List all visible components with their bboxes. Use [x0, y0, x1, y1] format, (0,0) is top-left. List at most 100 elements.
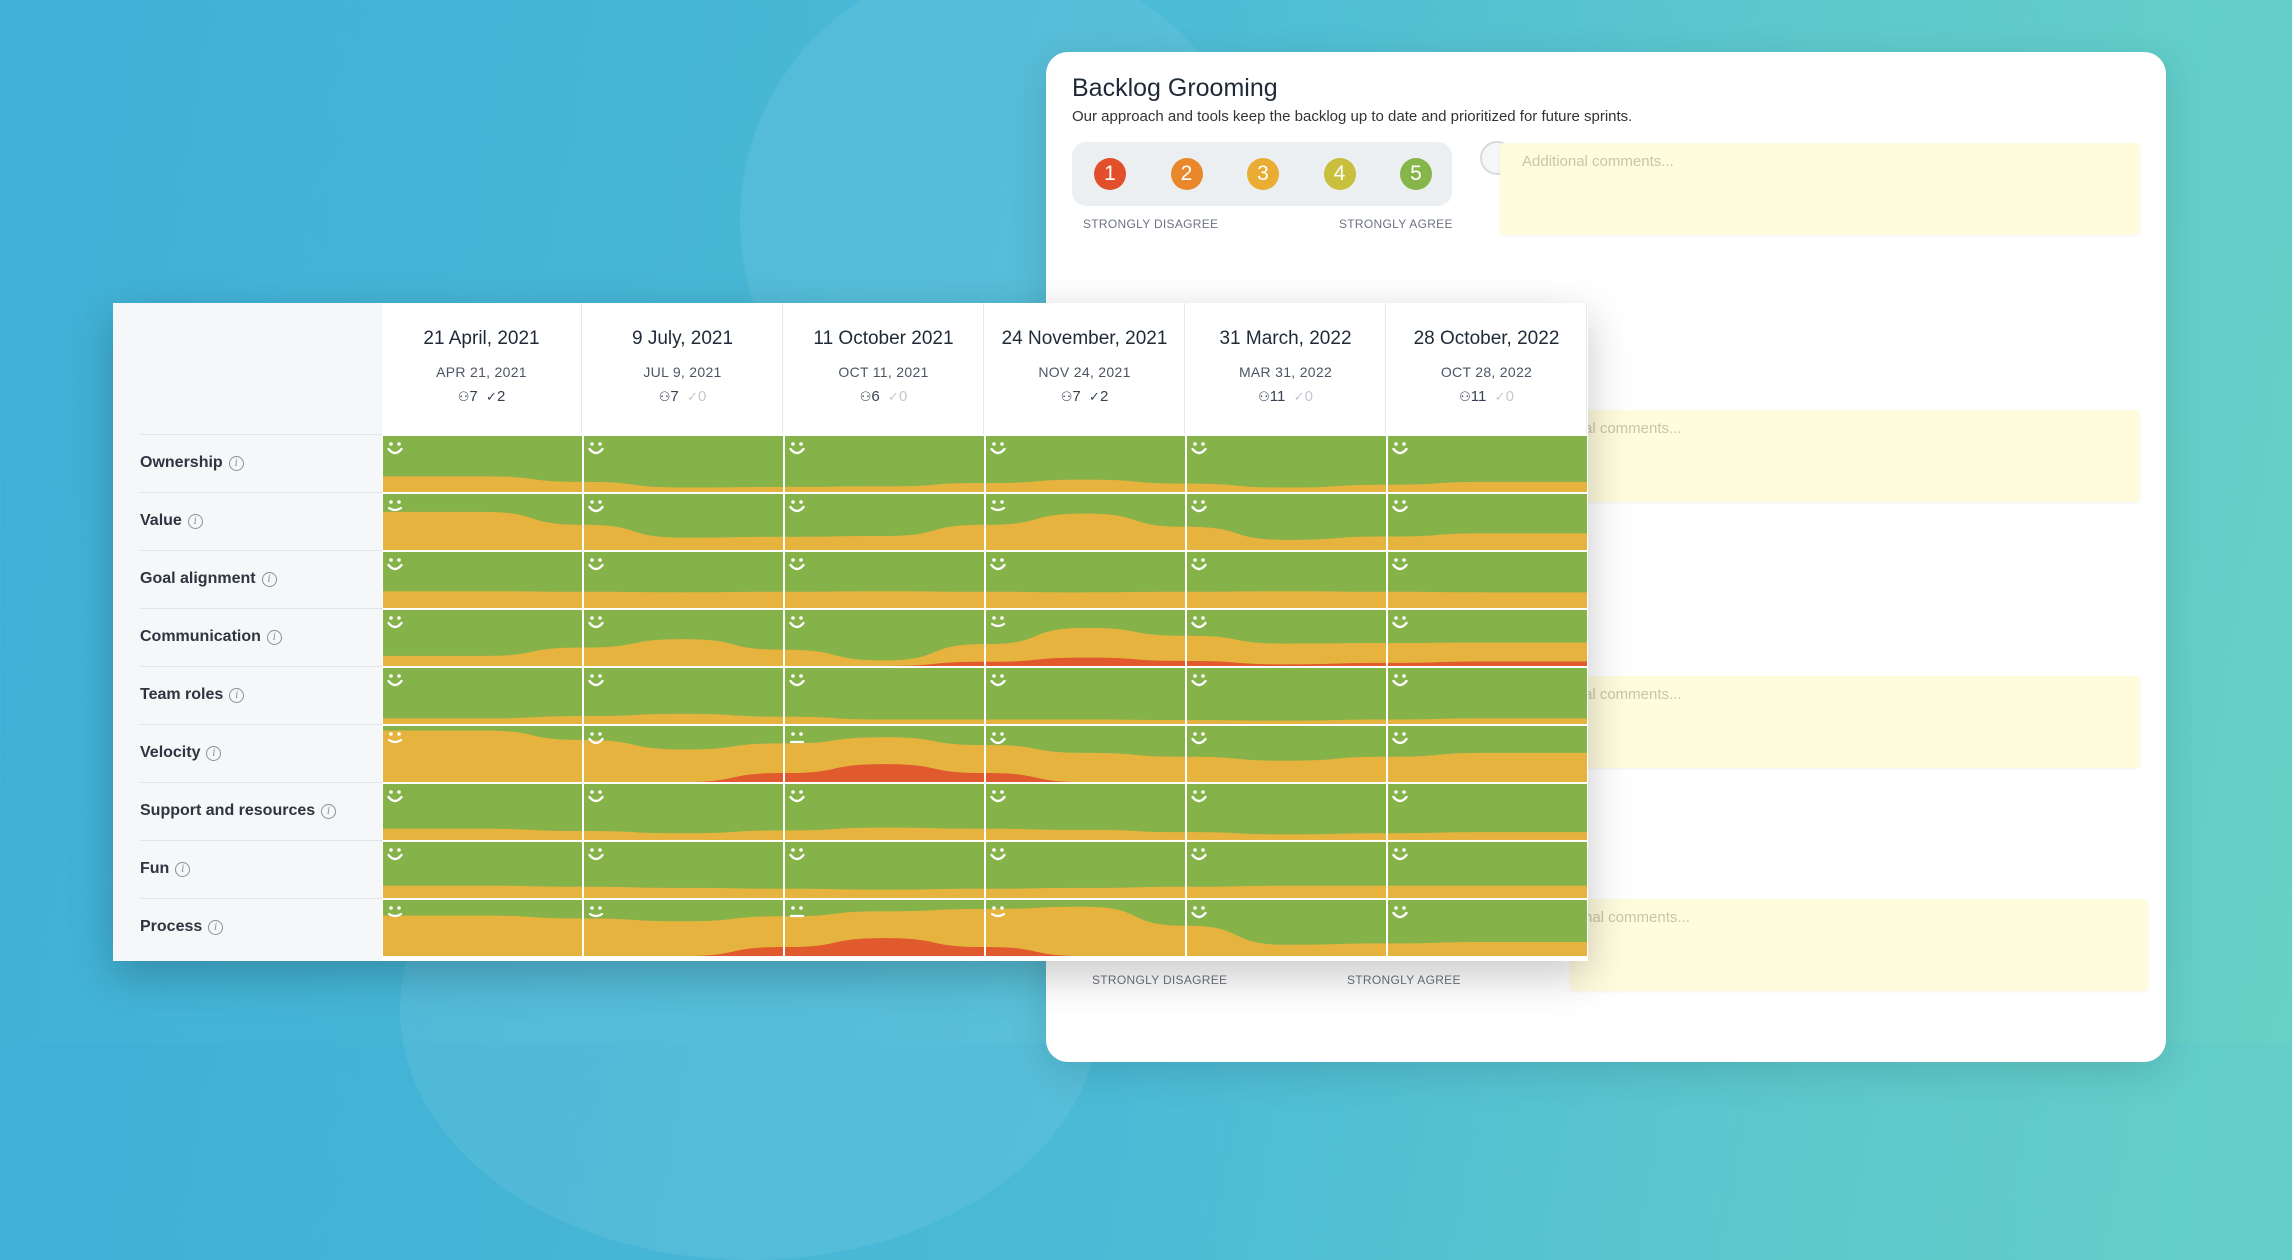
health-score-cell[interactable] [1187, 494, 1386, 550]
neutral-band [1388, 942, 1587, 956]
neutral-band [785, 483, 984, 492]
health-score-cell[interactable] [1388, 436, 1587, 492]
comment-input[interactable]: Additional comments... [1500, 143, 2140, 235]
health-score-cell[interactable] [1388, 610, 1587, 666]
health-score-cell[interactable] [383, 726, 582, 782]
smiley-icon [387, 790, 403, 803]
info-icon[interactable]: i [175, 861, 191, 877]
health-score-cell[interactable] [785, 436, 984, 492]
negative-band [986, 657, 1185, 666]
row-divider [140, 782, 382, 783]
action-items-count: 0 [1505, 388, 1514, 405]
health-score-cell[interactable] [584, 494, 783, 550]
info-icon[interactable]: i [321, 803, 337, 819]
health-score-cell[interactable] [383, 494, 582, 550]
health-score-cell[interactable] [1388, 494, 1587, 550]
health-score-cell[interactable] [785, 668, 984, 724]
health-score-cell[interactable] [785, 726, 984, 782]
health-score-cell[interactable] [584, 552, 783, 608]
column-header[interactable]: 31 March, 2022 MAR 31, 2022 ⚇11 ✓0 [1186, 303, 1386, 434]
row-label-text: Value [140, 512, 182, 529]
health-score-cell[interactable] [986, 726, 1185, 782]
rating-option-4[interactable]: 4 [1323, 158, 1356, 190]
health-score-cell[interactable] [986, 610, 1185, 666]
rating-option-3[interactable]: 3 [1247, 158, 1279, 190]
neutral-band [584, 916, 783, 956]
column-header[interactable]: 24 November, 2021 NOV 24, 2021 ⚇7 ✓2 [985, 303, 1185, 434]
health-score-cell[interactable] [1187, 610, 1386, 666]
neutral-band [584, 591, 783, 608]
column-header[interactable]: 21 April, 2021 APR 21, 2021 ⚇7 ✓2 [382, 303, 582, 434]
info-icon[interactable]: i [208, 919, 224, 935]
health-score-cell[interactable] [785, 610, 984, 666]
health-score-cell[interactable] [1187, 784, 1386, 840]
strongly-agree-label: STRONGLY AGREE [1347, 973, 1461, 987]
health-score-cell[interactable] [1388, 842, 1587, 898]
rating-option-1[interactable]: 1 [1094, 158, 1126, 190]
health-score-cell[interactable] [584, 726, 783, 782]
health-score-cell[interactable] [584, 842, 783, 898]
rating-option-5[interactable]: 5 [1400, 158, 1432, 190]
health-score-cell[interactable] [584, 668, 783, 724]
health-score-cell[interactable] [785, 842, 984, 898]
health-score-cell[interactable] [383, 668, 582, 724]
health-score-cell[interactable] [383, 900, 582, 956]
health-score-cell[interactable] [383, 842, 582, 898]
health-score-cell[interactable] [785, 900, 984, 956]
health-score-cell[interactable] [1388, 784, 1587, 840]
info-icon[interactable]: i [261, 571, 277, 587]
health-score-cell[interactable] [986, 784, 1185, 840]
column-header[interactable]: 9 July, 2021 JUL 9, 2021 ⚇7 ✓0 [583, 303, 783, 434]
health-score-cell[interactable] [1187, 842, 1386, 898]
negative-band [785, 661, 984, 666]
health-score-cell[interactable] [1187, 668, 1386, 724]
health-score-cell[interactable] [584, 610, 783, 666]
health-score-cell[interactable] [584, 900, 783, 956]
comment-input[interactable]: al comments... [1570, 676, 2140, 768]
health-score-cell[interactable] [1187, 726, 1386, 782]
comment-input[interactable]: al comments... [1570, 410, 2140, 502]
info-icon[interactable]: i [228, 455, 244, 471]
neutral-band [383, 591, 582, 608]
info-icon[interactable]: i [187, 513, 203, 529]
health-score-cell[interactable] [986, 552, 1185, 608]
health-score-cell[interactable] [785, 552, 984, 608]
column-header[interactable]: 11 October 2021 OCT 11, 2021 ⚇6 ✓0 [784, 303, 984, 434]
health-score-cell[interactable] [785, 784, 984, 840]
neutral-band [383, 476, 582, 492]
health-score-cell[interactable] [986, 842, 1185, 898]
neutral-band [584, 830, 783, 840]
info-icon[interactable]: i [229, 687, 245, 703]
info-icon[interactable]: i [266, 629, 282, 645]
health-score-cell[interactable] [383, 552, 582, 608]
participants-count: 7 [670, 388, 679, 405]
session-title: 21 April, 2021 [423, 328, 540, 349]
health-score-cell[interactable] [383, 784, 582, 840]
smiley-icon [1392, 500, 1408, 513]
health-score-cell[interactable] [1388, 726, 1587, 782]
info-icon[interactable]: i [206, 745, 222, 761]
health-score-cell[interactable] [1187, 552, 1386, 608]
health-score-cell[interactable] [986, 436, 1185, 492]
neutral-band [584, 713, 783, 724]
health-score-cell[interactable] [383, 610, 582, 666]
health-score-cell[interactable] [1187, 436, 1386, 492]
health-score-cell[interactable] [1388, 552, 1587, 608]
neutral-band [1187, 591, 1386, 608]
health-score-cell[interactable] [986, 668, 1185, 724]
health-score-cell[interactable] [1388, 668, 1587, 724]
smiley-icon [1191, 442, 1207, 455]
health-score-cell[interactable] [383, 436, 582, 492]
health-score-cell[interactable] [584, 784, 783, 840]
health-score-cell[interactable] [986, 494, 1185, 550]
rating-option-2[interactable]: 2 [1170, 158, 1203, 190]
health-score-cell[interactable] [1187, 900, 1386, 956]
health-score-cell[interactable] [986, 900, 1185, 956]
smiley-icon [1392, 790, 1408, 803]
column-header[interactable]: 28 October, 2022 OCT 28, 2022 ⚇11 ✓0 [1387, 303, 1587, 434]
comment-input[interactable]: nal comments... [1570, 899, 2148, 991]
health-score-cell[interactable] [785, 494, 984, 550]
neutral-band [383, 828, 582, 840]
health-score-cell[interactable] [1388, 900, 1587, 956]
health-score-cell[interactable] [584, 436, 783, 492]
